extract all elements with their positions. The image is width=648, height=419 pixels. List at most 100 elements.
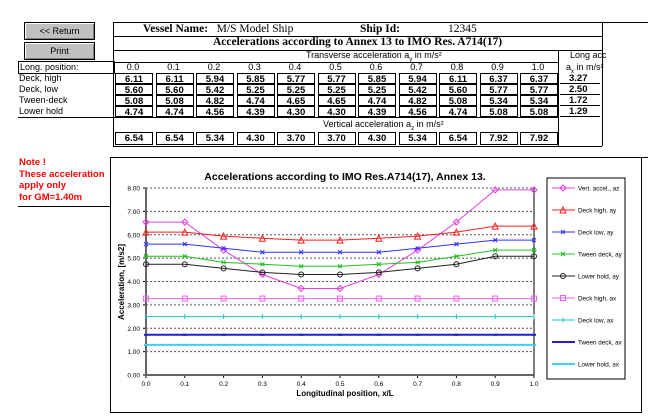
transverse-acc-cell: 6.11 [155, 73, 194, 85]
transverse-acc-cell: 4.74 [358, 95, 396, 107]
point-marker [452, 218, 461, 226]
long-acc-cell: 1.72 [560, 95, 600, 106]
x-tick-label: 0.7 [413, 381, 422, 388]
position-header: 0.8 [450, 62, 464, 72]
point-marker [531, 295, 537, 302]
row-label: Lower hold [19, 106, 64, 116]
point-marker [560, 273, 566, 279]
legend-item: Tween deck, ay [552, 252, 623, 259]
y-tick-label: 3.00 [127, 302, 140, 309]
point-marker [413, 232, 422, 240]
transverse-acc-cell: 5.08 [439, 95, 477, 107]
transverse-acc-cell: 5.42 [398, 84, 437, 96]
legend-item: Lower hold, ax [552, 362, 620, 369]
chart-title: Accelerations according to IMO Res.A714(… [204, 171, 486, 183]
transverse-acc-cell: 5.25 [358, 84, 396, 96]
series-line [146, 255, 534, 275]
series-line [146, 225, 534, 241]
x-tick-label: 1.0 [529, 381, 538, 388]
transverse-acc-cell: 4.56 [398, 106, 437, 118]
transverse-acc-cell: 5.42 [196, 84, 234, 96]
point-marker [559, 184, 567, 192]
vertical-acc-cell: 4.30 [236, 132, 275, 145]
position-header: 0.2 [207, 62, 221, 72]
point-marker [492, 237, 498, 243]
print-button[interactable]: Print [24, 42, 95, 60]
point-marker [142, 228, 150, 236]
point-marker [337, 271, 343, 278]
legend [546, 177, 626, 380]
long-position-label[interactable]: Long. position: [18, 61, 115, 74]
x-tick-label: 0.6 [374, 381, 383, 388]
transverse-acc-cell: 5.85 [358, 73, 396, 85]
point-marker [374, 234, 383, 242]
point-marker [297, 236, 306, 244]
point-marker [453, 295, 460, 302]
point-marker [376, 261, 382, 267]
table-title: Accelerations according to Annex 13 to I… [212, 36, 503, 48]
point-marker [221, 245, 226, 251]
position-header: 1.0 [531, 62, 545, 72]
transverse-header: Transverse acceleration ay in m/s² [306, 50, 442, 63]
x-tick-label: 0.3 [258, 381, 267, 388]
transverse-acc-cell: 5.77 [520, 84, 558, 96]
point-marker [492, 247, 498, 253]
legend-item: Deck low, ay [552, 230, 614, 237]
point-marker [531, 247, 537, 253]
row-label: Tween-deck [19, 95, 68, 105]
vessel-name-value: M/S Model Ship [216, 23, 294, 35]
point-marker [298, 263, 304, 269]
transverse-acc-cell: 5.77 [277, 73, 315, 85]
y-tick-label: 8.00 [127, 186, 140, 193]
point-marker [180, 228, 189, 236]
legend-item: Lower hold, ay [552, 273, 620, 281]
legend-item: Deck low, ax [552, 317, 614, 325]
point-marker [219, 232, 228, 240]
x-tick-label: 0.2 [219, 381, 228, 388]
vertical-acc-cell: 5.34 [196, 132, 234, 145]
y-tick-label: 5.00 [127, 256, 140, 263]
legend-label: Vert. accel., az [578, 186, 619, 193]
position-header: 0.3 [248, 62, 261, 72]
x-tick-label: 0.8 [452, 381, 461, 388]
point-marker [413, 246, 422, 254]
point-marker [143, 241, 149, 247]
series-line [146, 239, 534, 253]
point-marker [414, 295, 421, 302]
point-marker [298, 249, 304, 255]
point-marker [182, 241, 188, 247]
point-marker [560, 295, 566, 301]
vertical-acc-cell: 3.70 [317, 132, 356, 145]
point-marker [220, 265, 227, 272]
transverse-acc-cell: 5.08 [115, 95, 153, 107]
point-marker [258, 234, 267, 242]
transverse-acc-cell: 4.30 [317, 106, 356, 118]
series-deck-high-ay [142, 221, 538, 244]
return-button[interactable]: << Return [24, 22, 95, 40]
point-marker [375, 269, 382, 276]
point-marker [337, 263, 343, 269]
y-axis-label: Acceleration, [m/s2] [117, 244, 126, 320]
position-header: 0.9 [491, 62, 504, 72]
point-marker [415, 259, 421, 265]
x-axis-label: Longitudinal position, x/L [296, 389, 393, 398]
gm-note: Note ! These acceleration apply only for GM… [19, 157, 105, 203]
position-header: 0.7 [410, 62, 423, 72]
transverse-acc-cell: 5.94 [398, 73, 437, 85]
transverse-acc-cell: 4.56 [196, 106, 234, 118]
transverse-acc-cell: 5.60 [155, 84, 194, 96]
point-marker [454, 241, 459, 247]
point-marker [415, 245, 420, 251]
point-marker [559, 205, 567, 214]
long-acc-unit: ax in m/s² [566, 62, 604, 75]
transverse-acc-cell: 6.11 [439, 73, 477, 85]
point-marker [336, 236, 344, 244]
transverse-acc-cell: 5.25 [236, 84, 275, 96]
point-marker [414, 265, 421, 272]
point-marker [530, 186, 538, 194]
series-line [146, 189, 534, 290]
legend-label: Lower hold, ax [578, 362, 620, 369]
transverse-acc-cell: 6.37 [479, 73, 518, 85]
transverse-acc-cell: 4.30 [277, 106, 315, 118]
